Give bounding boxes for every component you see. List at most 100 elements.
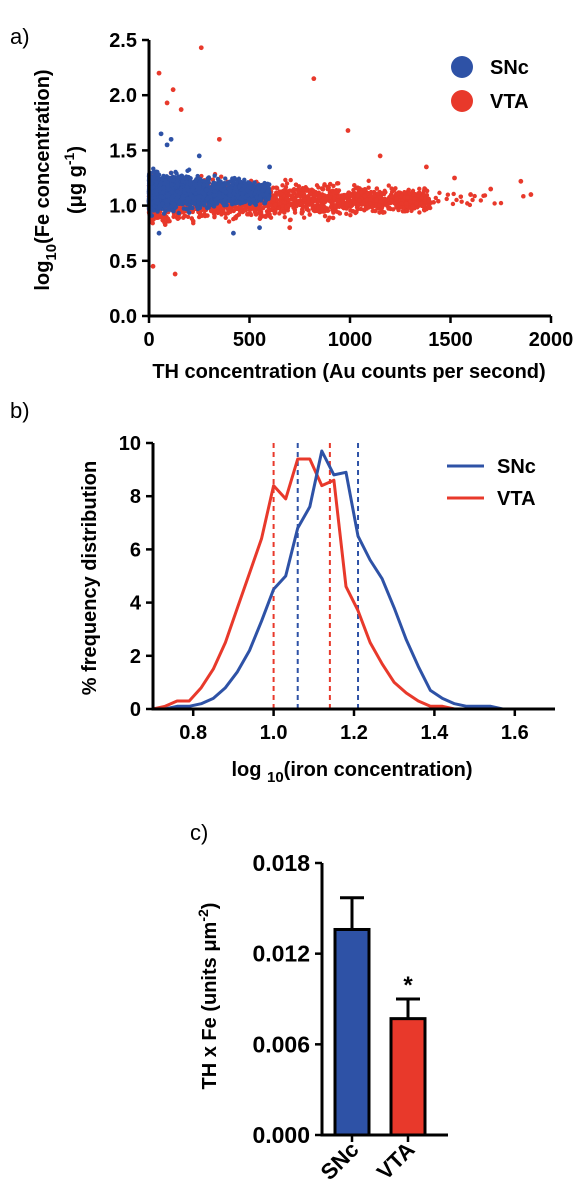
snc-point xyxy=(263,198,268,204)
vta-point xyxy=(277,201,282,207)
vta-point xyxy=(445,192,451,197)
snc-point xyxy=(214,201,220,206)
vta-point xyxy=(311,208,316,213)
snc-point xyxy=(173,169,178,175)
snc-point xyxy=(179,174,185,179)
vta-point xyxy=(292,207,298,213)
vta-point xyxy=(417,210,422,215)
vta-point xyxy=(465,201,470,206)
vta-point xyxy=(451,191,456,197)
vta-point xyxy=(352,209,358,214)
vta-point xyxy=(223,215,228,220)
vta-point xyxy=(236,212,242,217)
vta-point xyxy=(407,191,413,196)
vta-point xyxy=(160,214,165,220)
snc-point xyxy=(255,199,260,204)
vta-point xyxy=(336,194,341,199)
vta-point xyxy=(288,177,293,183)
vta-point xyxy=(362,188,367,193)
vta-point xyxy=(279,191,284,197)
vta-point xyxy=(312,192,318,198)
vta-point xyxy=(340,195,346,200)
vta-point xyxy=(257,210,262,216)
vta-point xyxy=(412,196,418,201)
vta-point xyxy=(348,213,353,218)
vta-point xyxy=(325,208,331,213)
vta-point xyxy=(433,195,439,201)
vta-point xyxy=(377,153,383,159)
vta-point xyxy=(164,100,170,106)
vta-point xyxy=(334,198,340,203)
vta-point xyxy=(324,196,330,201)
vta-point xyxy=(431,200,436,205)
snc-point xyxy=(212,173,217,178)
snc-point xyxy=(187,210,192,215)
vta-point xyxy=(306,196,311,201)
vta-point xyxy=(346,190,352,195)
vta-point xyxy=(481,193,486,198)
vta-point xyxy=(391,187,397,193)
vta-point xyxy=(426,199,432,204)
vta-point xyxy=(364,197,370,203)
vta-point xyxy=(219,174,224,179)
snc-point xyxy=(176,210,181,216)
snc-point xyxy=(210,200,216,206)
vta-point xyxy=(408,199,413,205)
vta-point xyxy=(322,199,327,205)
vta-point xyxy=(417,186,422,192)
vta-point xyxy=(176,215,182,220)
vta-point xyxy=(170,87,176,93)
vta-point xyxy=(167,218,172,224)
vta-point xyxy=(287,192,292,198)
snc-point xyxy=(232,175,237,181)
vta-point xyxy=(322,213,328,219)
vta-point xyxy=(366,178,371,184)
vta-point xyxy=(370,208,375,214)
vta-point xyxy=(403,201,409,206)
snc-point xyxy=(183,206,189,212)
vta-point xyxy=(330,200,335,206)
vta-point xyxy=(325,184,330,190)
vta-point xyxy=(172,271,178,277)
vta-point xyxy=(400,208,406,214)
vta-point xyxy=(357,198,362,203)
vta-point xyxy=(362,193,368,199)
vta-point xyxy=(472,193,477,199)
vta-point xyxy=(345,128,351,133)
vta-point xyxy=(212,215,217,220)
snc-point xyxy=(175,176,180,182)
vta-point xyxy=(344,202,350,207)
vta-point xyxy=(255,206,261,211)
vta-point xyxy=(233,214,238,220)
snc-point xyxy=(161,211,167,216)
snc-point xyxy=(202,201,207,207)
vta-point xyxy=(458,194,464,199)
snc-point xyxy=(252,180,257,185)
vta-point xyxy=(436,199,441,204)
vta-point xyxy=(268,202,273,208)
snc-point xyxy=(247,201,253,206)
panel-a-label: a) xyxy=(10,24,30,49)
vta-point xyxy=(399,201,405,206)
vta-point xyxy=(331,210,336,215)
vta-point xyxy=(171,214,176,219)
snc-point xyxy=(238,179,243,185)
vta-point xyxy=(331,183,336,189)
vta-point xyxy=(391,207,396,212)
vta-point xyxy=(402,190,407,195)
vta-point xyxy=(287,225,293,231)
vta-point xyxy=(150,263,156,269)
vta-point xyxy=(406,187,411,193)
vta-point xyxy=(375,191,380,196)
vta-point xyxy=(414,201,419,207)
vta-point xyxy=(331,190,337,195)
vta-point xyxy=(287,188,293,193)
vta-point xyxy=(410,204,416,209)
vta-point xyxy=(319,203,324,208)
vta-point xyxy=(307,212,312,217)
vta-point xyxy=(291,187,297,192)
vta-point xyxy=(395,191,401,196)
vta-point xyxy=(356,202,361,208)
vta-point xyxy=(281,209,286,214)
vta-point xyxy=(301,215,307,220)
